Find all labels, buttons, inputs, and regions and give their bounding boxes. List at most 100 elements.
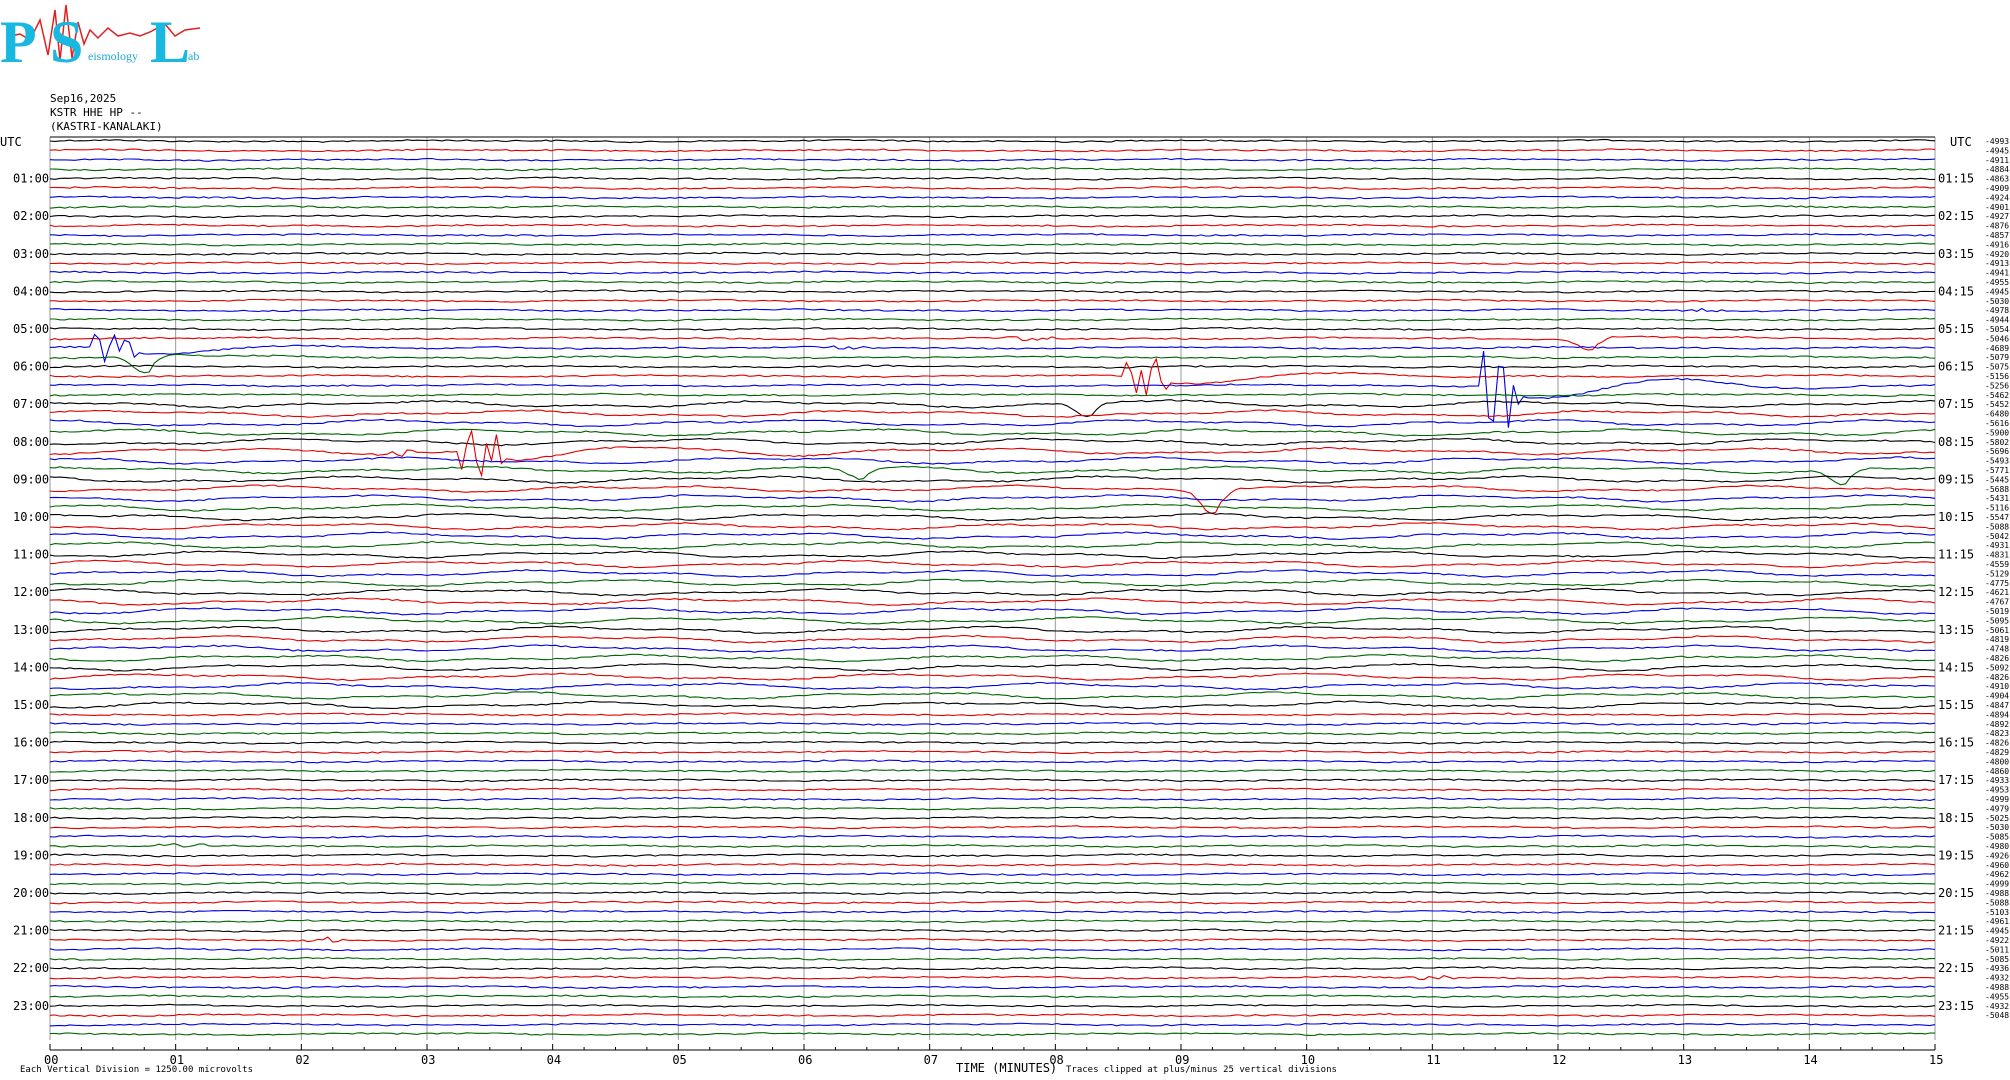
logo-seismogram <box>9 4 201 61</box>
trace-offset-label: -4920 <box>1985 250 2009 259</box>
right-hour-labels: 01:15 02:15 03:15 04:15 05:15 06:15 07:15 08:15… <box>1938 172 1974 1013</box>
trace-offset-label: -4926 <box>1985 851 2009 860</box>
x-tick-label: 04 <box>547 1053 561 1067</box>
right-hour-label: 04:15 <box>1938 284 1974 298</box>
seismic-trace <box>49 1003 1936 1008</box>
right-hour-label: 16:15 <box>1938 736 1974 750</box>
seismic-trace <box>49 512 1936 522</box>
trace-offset-label: -4901 <box>1985 203 2009 212</box>
logo-text-right: ab <box>188 49 199 63</box>
right-hour-label: 09:15 <box>1938 472 1974 486</box>
seismic-trace <box>49 326 1936 332</box>
x-tick-label: 11 <box>1426 1053 1440 1067</box>
seismic-trace <box>49 616 1936 625</box>
left-hour-label: 12:00 <box>13 585 49 599</box>
seismic-trace <box>49 947 1936 952</box>
seismic-trace <box>49 214 1936 219</box>
trace-offset-label: -5061 <box>1985 626 2009 635</box>
right-hour-label: 02:15 <box>1938 209 1974 223</box>
x-tick-label: 00 <box>44 1053 58 1067</box>
x-tick-label: 06 <box>798 1053 812 1067</box>
trace-offset-label: -4962 <box>1985 870 2009 879</box>
right-hour-label: 10:15 <box>1938 510 1974 524</box>
left-hour-label: 02:00 <box>13 209 49 223</box>
seismic-trace <box>49 418 1936 428</box>
seismic-trace <box>49 232 1936 238</box>
right-hour-label: 08:15 <box>1938 435 1974 449</box>
right-hour-label: 03:15 <box>1938 247 1974 261</box>
scale-note: Each Vertical Division = 1250.00 microvo… <box>20 1065 253 1075</box>
trace-offset-label: -4961 <box>1985 917 2009 926</box>
left-hour-labels: 01:00 02:00 03:00 04:00 05:00 06:00 07:00 08:00… <box>13 172 49 1013</box>
seismic-trace <box>49 712 1936 717</box>
trace-offset-label: -5085 <box>1985 833 2009 842</box>
seismic-trace <box>49 1022 1936 1027</box>
left-hour-label: 15:00 <box>13 698 49 712</box>
left-hour-label: 20:00 <box>13 886 49 900</box>
trace-offset-label: -5900 <box>1985 428 2009 437</box>
seismic-trace <box>49 195 1936 200</box>
seismic-trace <box>49 749 1936 754</box>
seismic-trace <box>49 176 1936 181</box>
seismic-trace <box>49 185 1936 190</box>
trace-offset-label: -4884 <box>1985 165 2009 174</box>
seismic-trace <box>49 862 1936 867</box>
seismic-trace <box>49 672 1936 682</box>
trace-offset-label: -4831 <box>1985 551 2009 560</box>
minute-gridlines <box>49 136 1936 1040</box>
left-hour-label: 13:00 <box>13 623 49 637</box>
right-hour-label: 11:15 <box>1938 548 1974 562</box>
trace-offset-label: -5046 <box>1985 334 2009 343</box>
logo-letter-p: P <box>0 9 37 72</box>
trace-offset-label: -4863 <box>1985 175 2009 184</box>
right-hour-label: 18:15 <box>1938 811 1974 825</box>
seismic-trace <box>49 700 1936 710</box>
trace-offset-label: -4904 <box>1985 692 2009 701</box>
left-hour-label: 07:00 <box>13 397 49 411</box>
seismic-trace <box>49 806 1935 811</box>
seismic-trace <box>49 550 1936 560</box>
left-hour-label: 18:00 <box>13 811 49 825</box>
x-tick-label: 03 <box>421 1053 435 1067</box>
trace-offset-label: -4944 <box>1985 316 2009 325</box>
seismic-trace <box>49 890 1936 896</box>
seismic-trace <box>49 465 1936 486</box>
header-location: (KASTRI-KANALAKI) <box>50 120 163 133</box>
trace-offset-label: -5445 <box>1985 475 2009 484</box>
trace-offset-label: -4819 <box>1985 635 2009 644</box>
trace-offset-label: -4933 <box>1985 776 2009 785</box>
trace-offset-label: -4924 <box>1985 193 2009 202</box>
seismic-trace <box>49 691 1936 701</box>
seismic-trace <box>49 569 1936 578</box>
seismic-trace <box>49 644 1936 654</box>
seismic-trace <box>49 834 1936 839</box>
x-tick-label: 09 <box>1175 1053 1189 1067</box>
trace-offset-label: -4955 <box>1985 992 2009 1001</box>
trace-offset-label: -4955 <box>1985 278 2009 287</box>
seismic-trace <box>49 364 1936 369</box>
seismic-trace <box>49 531 1936 541</box>
seismic-trace <box>50 778 1936 783</box>
trace-offset-label: -5256 <box>1985 381 2009 390</box>
seismic-trace <box>49 437 1936 447</box>
trace-offset-label: -4748 <box>1985 645 2009 654</box>
trace-offset-label: -4689 <box>1985 344 2009 353</box>
right-hour-label: 14:15 <box>1938 660 1974 674</box>
seismic-trace <box>49 475 1936 484</box>
right-hour-label: 20:15 <box>1938 886 1974 900</box>
x-tick-label: 02 <box>295 1053 309 1067</box>
clip-note: Traces clipped at plus/minus 25 vertical… <box>1066 1065 1337 1075</box>
left-hour-label: 10:00 <box>13 510 49 524</box>
trace-offset-label: -4945 <box>1985 287 2009 296</box>
trace-offset-label: -5025 <box>1985 814 2009 823</box>
trace-offset-label: -4960 <box>1985 861 2009 870</box>
right-hour-label: 23:15 <box>1938 999 1974 1013</box>
x-tick-label: 10 <box>1301 1053 1315 1067</box>
trace-offset-label: -5054 <box>1985 325 2009 334</box>
psl-logo: P S L eismology ab <box>0 4 201 72</box>
seismic-trace <box>49 787 1936 792</box>
trace-offset-label: -5030 <box>1985 823 2009 832</box>
trace-offset-label: -5103 <box>1985 908 2009 917</box>
left-hour-label: 09:00 <box>13 472 49 486</box>
seismic-trace <box>49 625 1936 634</box>
